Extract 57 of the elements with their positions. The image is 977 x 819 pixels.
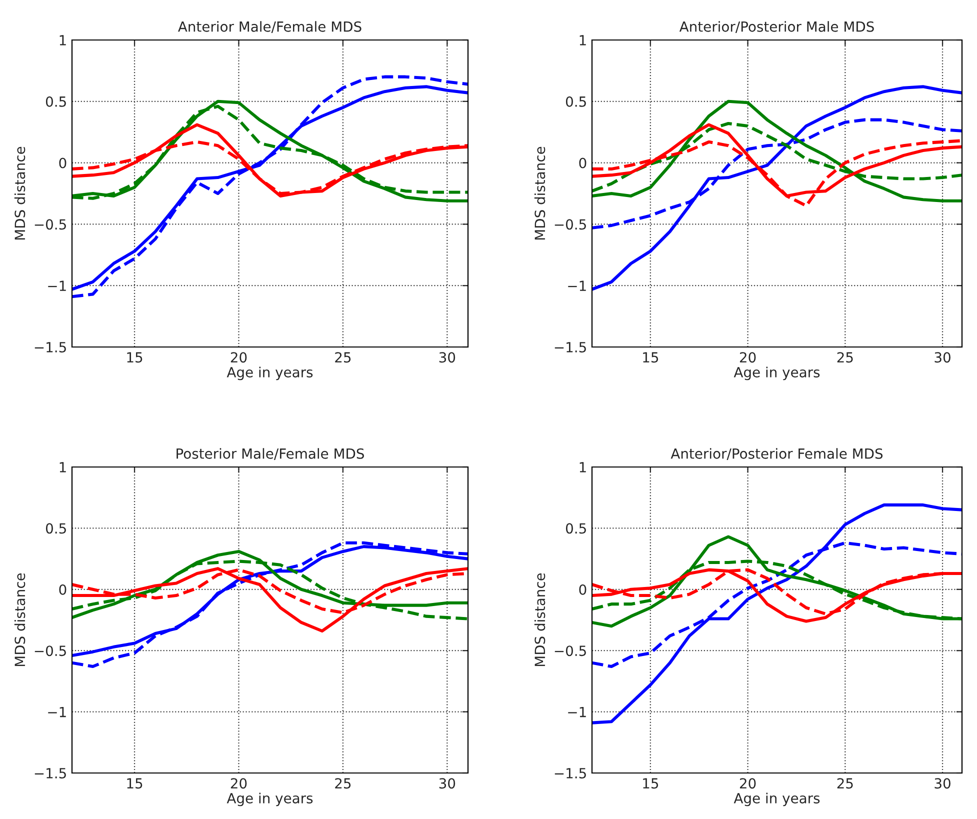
x-axis-title: Age in years <box>226 366 313 380</box>
y-tick-label: −1 <box>48 706 66 718</box>
y-tick-label: −0.5 <box>34 219 66 230</box>
y-tick-label: −1 <box>568 280 586 291</box>
line-series <box>592 503 962 724</box>
y-tick-label: −1.5 <box>554 768 586 778</box>
x-axis-title: Age in years <box>734 792 820 806</box>
x-tick-label: 25 <box>335 352 351 363</box>
y-tick-label: 0.5 <box>566 96 586 107</box>
x-axis-title: Age in years <box>226 792 313 806</box>
y-tick-label: 0 <box>579 158 586 168</box>
line-series <box>72 567 468 633</box>
y-tick-label: 0 <box>59 158 66 168</box>
chart-title: Anterior/Posterior Male MDS <box>679 21 874 33</box>
y-tick-label: 0 <box>59 584 66 595</box>
x-tick-label: 15 <box>643 778 658 789</box>
y-tick-label: −1.5 <box>34 768 66 778</box>
y-tick-label: 1 <box>580 35 586 46</box>
x-tick-label: 15 <box>643 352 658 363</box>
line-series <box>592 100 962 202</box>
x-tick-label: 20 <box>740 778 756 789</box>
y-axis-title: MDS distance <box>14 146 26 240</box>
x-tick-label: 15 <box>127 352 142 363</box>
x-tick-label: 20 <box>230 778 247 789</box>
y-axis-title: MDS distance <box>534 573 546 666</box>
y-tick-label: 1 <box>60 35 66 46</box>
line-series <box>592 85 962 291</box>
x-tick-label: 30 <box>934 352 950 363</box>
y-tick-label: −0.5 <box>554 219 586 230</box>
x-tick-label: 15 <box>127 778 142 789</box>
x-tick-label: 25 <box>837 352 853 363</box>
line-series <box>72 550 468 620</box>
y-tick-label: −0.5 <box>34 646 66 656</box>
y-tick-label: 0.5 <box>46 96 66 107</box>
x-tick-label: 25 <box>335 778 351 789</box>
y-tick-label: −1.5 <box>34 342 66 352</box>
x-tick-label: 30 <box>934 778 950 789</box>
y-tick-label: 1 <box>60 462 66 472</box>
chart-title: Anterior Male/Female MDS <box>178 21 362 33</box>
x-tick-label: 20 <box>230 352 247 363</box>
y-tick-label: 0.5 <box>46 523 66 534</box>
y-tick-label: −1.5 <box>554 342 586 352</box>
x-tick-label: 20 <box>740 352 756 363</box>
y-axis-title: MDS distance <box>14 573 26 666</box>
chart-title: Posterior Male/Female MDS <box>176 448 364 460</box>
y-tick-label: −0.5 <box>554 646 586 656</box>
chart-title: Anterior/Posterior Female MDS <box>670 448 883 460</box>
y-tick-label: 0 <box>579 584 586 595</box>
x-tick-label: 30 <box>439 352 456 363</box>
y-tick-label: −1 <box>568 706 586 718</box>
x-axis-title: Age in years <box>734 366 820 380</box>
x-tick-label: 30 <box>439 778 456 789</box>
y-tick-label: 0.5 <box>566 523 586 534</box>
y-tick-label: 1 <box>580 462 586 472</box>
x-tick-label: 25 <box>837 778 853 789</box>
y-tick-label: −1 <box>48 280 66 291</box>
y-axis-title: MDS distance <box>534 146 546 240</box>
